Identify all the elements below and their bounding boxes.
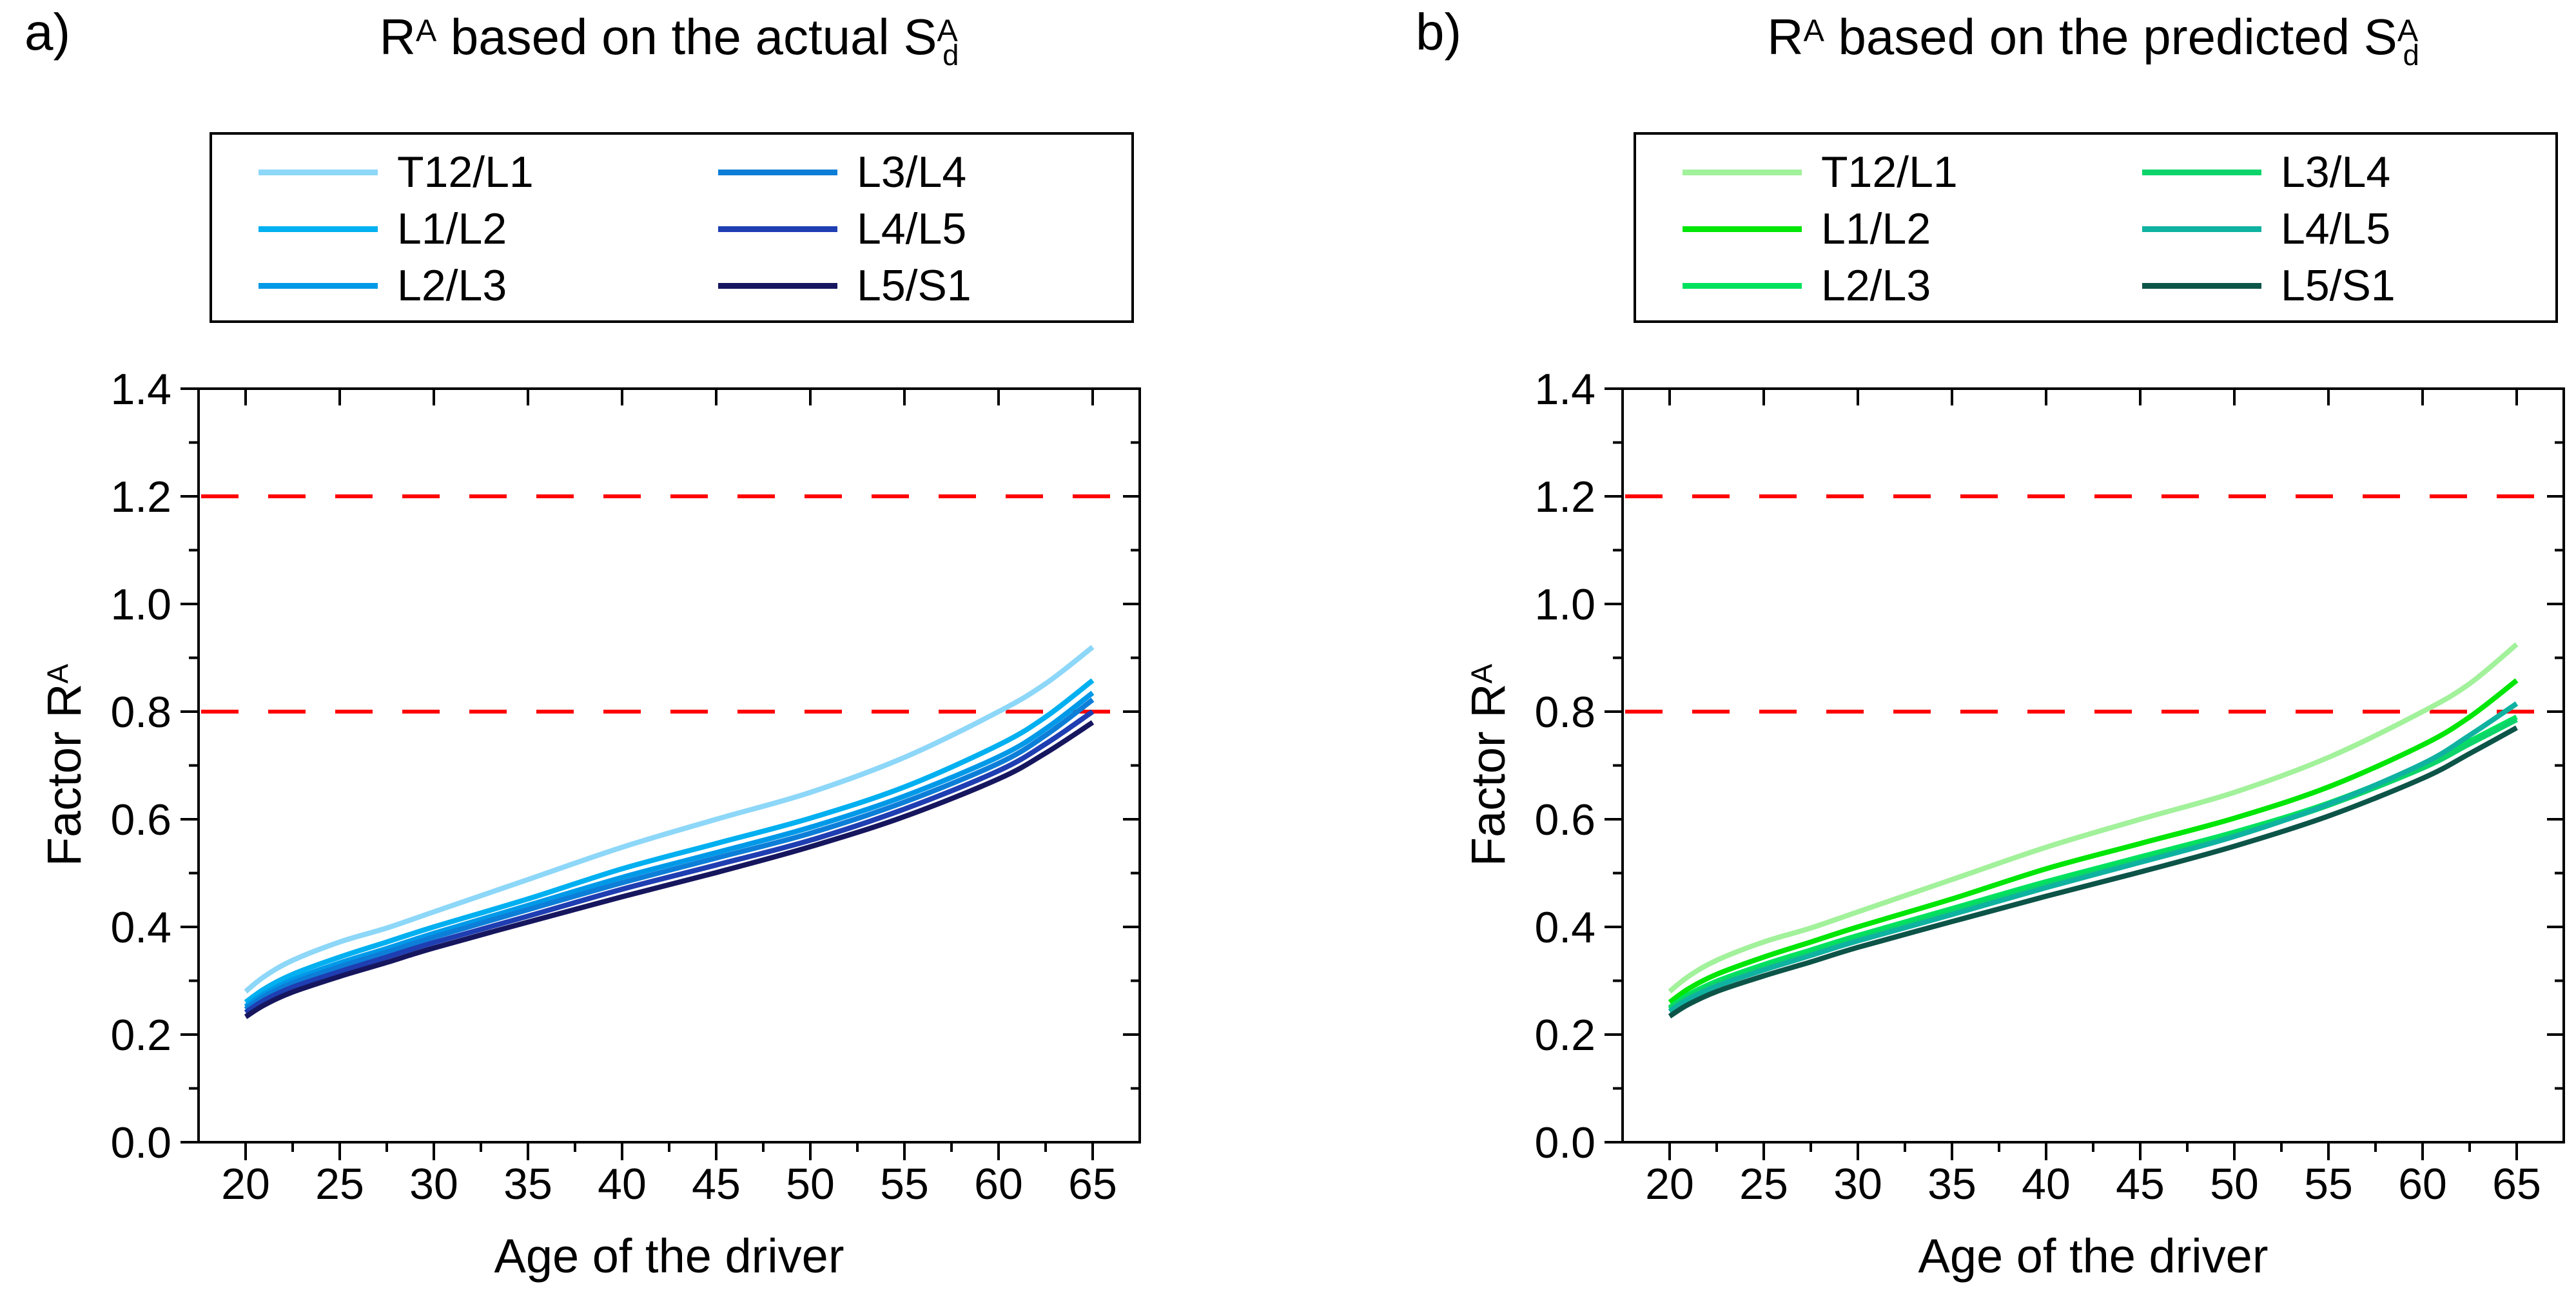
legend-label: T12/L1	[1821, 148, 1958, 197]
x-tick-label: 65	[1068, 1160, 1117, 1209]
legend-line-swatch	[718, 169, 837, 175]
legend-entry: T12/L1	[212, 150, 672, 194]
y-tick-label: 0.2	[1534, 1011, 1595, 1060]
legend-label: L5/S1	[2281, 261, 2395, 310]
legend-label: T12/L1	[397, 148, 534, 197]
legend-panel-a: T12/L1 L1/L2 L2/L3 L3/L4 L4/L5 L5/S1	[210, 132, 1134, 323]
legend-line-swatch	[1683, 282, 1802, 289]
y-tick-label: 0.0	[1534, 1118, 1595, 1167]
x-tick-label: 25	[315, 1160, 364, 1209]
legend-entry: L1/L2	[1636, 207, 2096, 251]
x-tick-label: 20	[221, 1160, 270, 1209]
legend-entry: T12/L1	[1636, 150, 2096, 194]
x-tick-label: 50	[786, 1160, 835, 1209]
legend-entry: L3/L4	[672, 150, 1131, 194]
x-tick-label: 35	[1927, 1160, 1976, 1209]
panel-b-title: RA based on the predicted SAd	[1767, 8, 2419, 72]
legend-entry: L4/L5	[672, 207, 1131, 251]
legend-line-swatch	[2142, 226, 2261, 232]
panel-b: RA based on the predicted SAd T12/L1 L1/…	[1424, 0, 2576, 1304]
x-tick-label: 40	[598, 1160, 647, 1209]
x-axis-label: Age of the driver	[1918, 1229, 2269, 1283]
x-tick-label: 20	[1645, 1160, 1694, 1209]
legend-entry: L2/L3	[212, 264, 672, 307]
legend-line-swatch	[718, 282, 837, 289]
legend-line-swatch	[2142, 169, 2261, 175]
series-curve-L5/S1	[1668, 725, 2518, 1018]
y-axis-label: Factor RA	[37, 663, 91, 867]
legend-entry: L2/L3	[1636, 264, 2096, 307]
legend-label: L4/L5	[2281, 204, 2391, 253]
panel-a-title: RA based on the actual SAd	[379, 8, 959, 72]
legend-entry: L5/S1	[2096, 264, 2555, 307]
legend-label: L5/S1	[857, 261, 971, 310]
series-curve-T12/L1	[1668, 642, 2519, 994]
y-axis-label: Factor RA	[1461, 663, 1515, 867]
panel-a: RA based on the actual SAd T12/L1 L1/L2 …	[37, 8, 1141, 1283]
x-tick-label: 45	[2116, 1160, 2165, 1209]
y-tick-label: 0.8	[110, 688, 171, 737]
series-curve-L1/L2	[244, 678, 1095, 1005]
legend-line-swatch	[1683, 226, 1802, 232]
y-tick-label: 1.0	[110, 580, 171, 629]
x-tick-label: 55	[2304, 1160, 2353, 1209]
series-curve-L4/L5	[1668, 701, 2519, 1014]
legend-line-swatch	[259, 282, 378, 289]
legend-label: L2/L3	[397, 261, 507, 310]
legend-label: L3/L4	[857, 148, 967, 197]
y-tick-label: 1.2	[110, 472, 171, 521]
legend-label: L4/L5	[857, 204, 967, 253]
legend-label: L3/L4	[2281, 148, 2391, 197]
series-curve-L3/L4	[244, 697, 1095, 1012]
legend-line-swatch	[718, 226, 837, 232]
legend-entry: L5/S1	[672, 264, 1131, 307]
legend-entry: L3/L4	[2096, 150, 2555, 194]
x-tick-label: 60	[974, 1160, 1023, 1209]
y-tick-label: 0.6	[110, 795, 171, 844]
legend-line-swatch	[259, 226, 378, 232]
legend-label: L1/L2	[1821, 204, 1931, 253]
y-tick-label: 0.4	[110, 903, 171, 952]
legend-label: L1/L2	[397, 204, 507, 253]
panel-a-label: a)	[24, 3, 71, 61]
series-curve-L4/L5	[244, 709, 1095, 1015]
series-curve-T12/L1	[244, 645, 1095, 994]
y-tick-label: 1.2	[1534, 472, 1595, 521]
legend-line-swatch	[2142, 282, 2261, 289]
y-tick-label: 1.0	[1534, 580, 1595, 629]
panel-b-label: b)	[1416, 3, 1462, 61]
legend-label: L2/L3	[1821, 261, 1931, 310]
series-curve-L1/L2	[1668, 678, 2519, 1005]
x-tick-label: 30	[409, 1160, 458, 1209]
legend-panel-b: T12/L1 L1/L2 L2/L3 L3/L4 L4/L5 L5/S1	[1634, 132, 2558, 323]
x-axis-label: Age of the driver	[494, 1229, 844, 1283]
x-tick-label: 45	[692, 1160, 741, 1209]
series-curve-L5/S1	[244, 720, 1095, 1019]
y-tick-label: 0.2	[110, 1011, 171, 1060]
x-tick-label: 40	[2022, 1160, 2071, 1209]
plot-panel-b: 20 25 30 35 40 45 50 55 60 65 0.0 0.2 0.4 0.6 0.8 1.0 1.…	[1534, 365, 2565, 1209]
x-tick-label: 60	[2398, 1160, 2447, 1209]
x-tick-label: 65	[2492, 1160, 2541, 1209]
y-tick-label: 1.4	[1534, 365, 1595, 414]
y-tick-label: 0.6	[1534, 795, 1595, 844]
legend-line-swatch	[259, 169, 378, 175]
legend-entry: L4/L5	[2096, 207, 2555, 251]
y-tick-label: 0.4	[1534, 903, 1595, 952]
x-tick-label: 55	[880, 1160, 929, 1209]
plot-panel-a: 20 25 30 35 40 45 50 55 60 65 0.0 0.2 0.4 0.6 0.8 1.0 1.…	[110, 365, 1141, 1209]
x-tick-label: 35	[503, 1160, 552, 1209]
y-tick-label: 1.4	[110, 365, 171, 414]
legend-entry: L1/L2	[212, 207, 672, 251]
y-tick-label: 0.8	[1534, 688, 1595, 737]
x-tick-label: 30	[1833, 1160, 1882, 1209]
legend-line-swatch	[1683, 169, 1802, 175]
series-curve-L2/L3	[244, 690, 1095, 1009]
x-tick-label: 25	[1739, 1160, 1788, 1209]
x-tick-label: 50	[2210, 1160, 2259, 1209]
y-tick-label: 0.0	[110, 1118, 171, 1167]
